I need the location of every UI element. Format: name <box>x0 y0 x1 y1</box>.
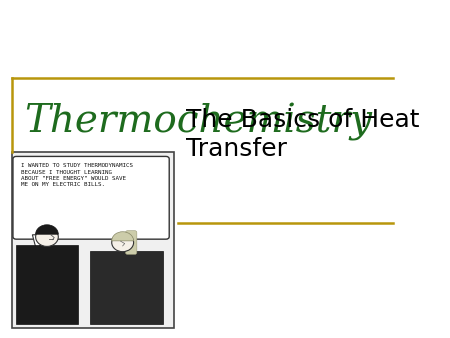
Circle shape <box>36 227 58 246</box>
Text: The Basics of Heat
Transfer: The Basics of Heat Transfer <box>186 108 420 161</box>
Text: Thermochemistry: Thermochemistry <box>24 103 372 141</box>
Wedge shape <box>36 225 58 234</box>
Circle shape <box>112 234 134 252</box>
FancyBboxPatch shape <box>126 231 137 255</box>
Bar <box>16 245 78 324</box>
Bar <box>90 251 163 324</box>
Text: I WANTED TO STUDY THERMODYNAMICS
BECAUSE I THOUGHT LEARNING
ABOUT "FREE ENERGY" : I WANTED TO STUDY THERMODYNAMICS BECAUSE… <box>21 163 133 187</box>
FancyBboxPatch shape <box>13 156 169 239</box>
Polygon shape <box>32 235 49 250</box>
Wedge shape <box>112 232 134 241</box>
Bar <box>12 152 174 328</box>
